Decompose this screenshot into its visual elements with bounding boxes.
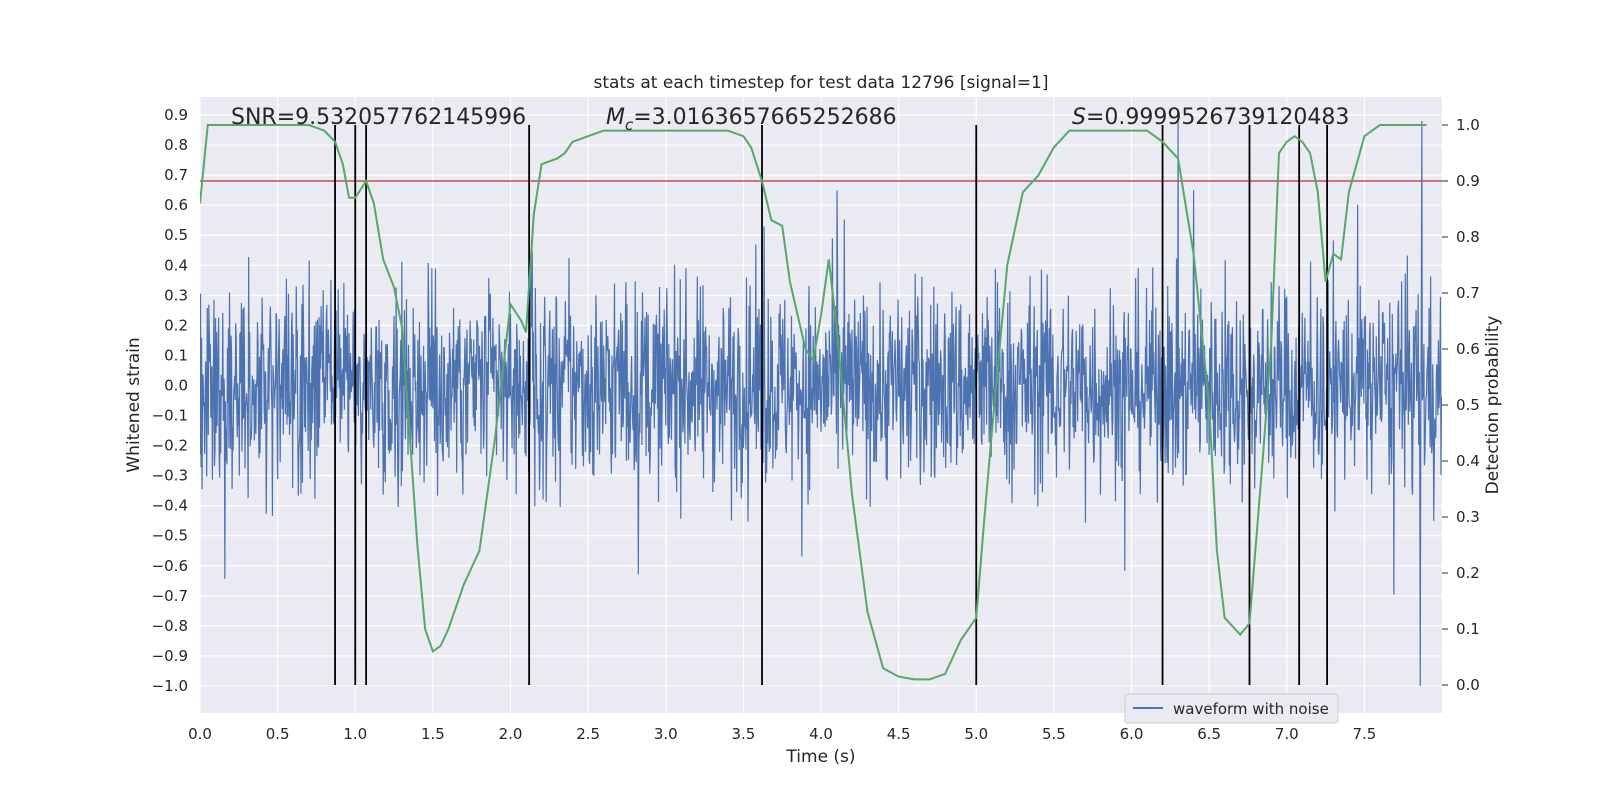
- y-left-tick-label: 0.4: [164, 256, 188, 274]
- y-left-tick-label: 0.8: [164, 136, 188, 154]
- y-axis-label-left: Whitened strain: [124, 337, 144, 472]
- y-left-tick-label: −0.9: [152, 647, 188, 665]
- annotation-mc-value: =3.0163657665252686: [633, 105, 896, 130]
- x-tick-label: 6.5: [1197, 725, 1221, 743]
- y-right-tick-label: 0.5: [1456, 396, 1480, 414]
- y-axis-label-right: Detection probability: [1483, 316, 1503, 495]
- y-right-tick-label: 0.0: [1456, 676, 1480, 694]
- y-left-tick-label: −0.5: [152, 527, 188, 545]
- y-left-tick-label: 0.9: [164, 106, 188, 124]
- x-tick-label: 7.0: [1275, 725, 1299, 743]
- annotation-chirp-mass: Mc=3.0163657665252686: [606, 105, 897, 134]
- x-tick-label: 0.5: [266, 725, 290, 743]
- x-tick-label: 2.0: [499, 725, 523, 743]
- y-left-tick-label: −1.0: [152, 677, 188, 695]
- probability-layer: [200, 124, 1427, 681]
- y-right-tick-label: 0.7: [1456, 284, 1480, 302]
- y-right-tick-label: 0.6: [1456, 340, 1480, 358]
- y-left-tick-label: −0.6: [152, 557, 188, 575]
- legend-label-waveform: waveform with noise: [1173, 700, 1329, 718]
- y-right-tick-label: 0.3: [1456, 508, 1480, 526]
- x-axis-label: Time (s): [785, 747, 855, 767]
- annotation-s: S=0.9999526739120483: [1072, 105, 1349, 130]
- annotation-s-symbol: S: [1072, 105, 1086, 130]
- x-tick-label: 0.0: [188, 725, 212, 743]
- y-left-tick-label: −0.1: [152, 407, 188, 425]
- y-left-tick-label: 0.6: [164, 196, 188, 214]
- y-left-tick-label: −0.3: [152, 467, 188, 485]
- y-right-tick-label: 0.4: [1456, 452, 1480, 470]
- x-tick-label: 6.0: [1120, 725, 1144, 743]
- x-tick-label: 5.0: [964, 725, 988, 743]
- y-left-tick-label: 0.0: [164, 376, 188, 394]
- y-right-tick-label: 1.0: [1456, 116, 1480, 134]
- x-tick-label: 3.5: [731, 725, 755, 743]
- x-tick-label: 4.5: [887, 725, 911, 743]
- x-tick-label: 1.0: [343, 725, 367, 743]
- y-left-tick-label: 0.2: [164, 316, 188, 334]
- legend-box: [1124, 693, 1339, 724]
- annotation-mc-symbol: M: [606, 105, 625, 130]
- chart-title: stats at each timestep for test data 127…: [594, 73, 1049, 93]
- x-tick-label: 2.5: [576, 725, 600, 743]
- probability-line: [200, 124, 1427, 681]
- y-right-tick-label: 0.1: [1456, 620, 1480, 638]
- x-tick-label: 4.0: [809, 725, 833, 743]
- x-tick-label: 1.5: [421, 725, 445, 743]
- y-left-tick-label: −0.4: [152, 497, 188, 515]
- y-left-tick-label: −0.7: [152, 587, 188, 605]
- y-left-tick-label: 0.3: [164, 286, 188, 304]
- y-left-tick-label: 0.7: [164, 166, 188, 184]
- y-left-tick-label: −0.8: [152, 617, 188, 635]
- y-left-tick-label: 0.1: [164, 346, 188, 364]
- y-left-tick-label: −0.2: [152, 437, 188, 455]
- y-right-tick-label: 0.9: [1456, 172, 1480, 190]
- annotation-snr: SNR=9.532057762145996: [231, 105, 526, 130]
- y-right-tick-label: 0.2: [1456, 564, 1480, 582]
- x-tick-label: 5.5: [1042, 725, 1066, 743]
- annotation-s-value: =0.9999526739120483: [1086, 105, 1349, 130]
- annotation-mc-subscript: c: [625, 116, 634, 134]
- y-left-tick-label: 0.5: [164, 226, 188, 244]
- tick-layer: 0.0 0.5 1.0 1.5 2.0 2.5 3.0 3.5 4.0 4.5 5.0 5.5 6.0 6…: [152, 106, 1480, 743]
- y-right-tick-label: 0.8: [1456, 228, 1480, 246]
- legend: waveform with noise: [1124, 693, 1339, 724]
- vertical-lines: [334, 125, 1329, 685]
- x-tick-label: 3.0: [654, 725, 678, 743]
- x-tick-label: 7.5: [1352, 725, 1376, 743]
